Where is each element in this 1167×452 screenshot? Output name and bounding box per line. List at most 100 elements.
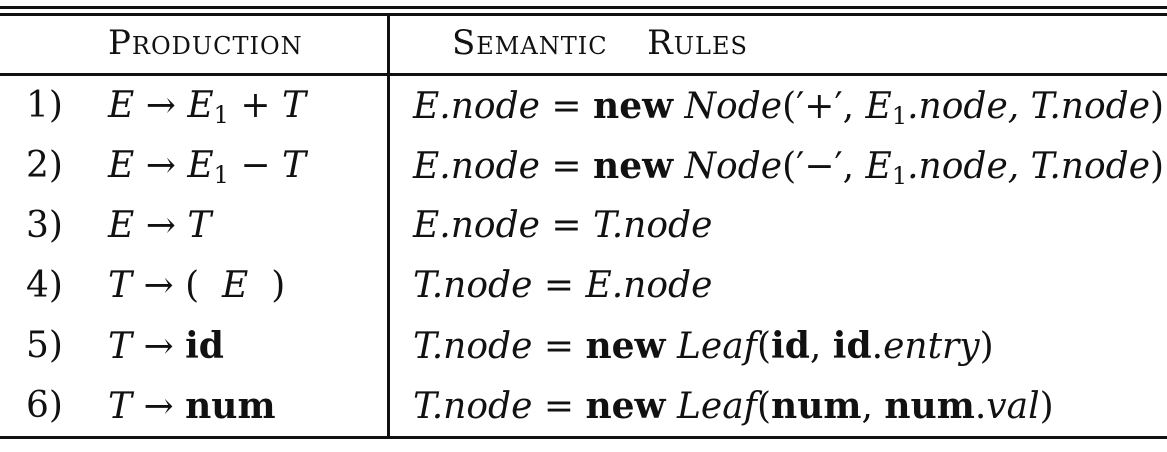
rule-rhs: E.node — [585, 265, 713, 306]
terminal: id — [185, 325, 224, 367]
dot: . — [974, 386, 987, 427]
table-row: 4) T → ( E ) T.node = E.node — [0, 256, 1167, 316]
arrow-symbol: → — [145, 145, 176, 186]
production: T → id — [108, 316, 224, 376]
equals-sign: = — [543, 326, 574, 367]
terminal: num — [884, 385, 975, 427]
column-divider — [387, 14, 390, 438]
subscript: 1 — [213, 161, 229, 189]
keyword-new: new — [585, 325, 666, 367]
header-rule — [0, 73, 1167, 76]
rule-arg-attr: .node, — [907, 86, 1031, 127]
rule-lhs: T.node — [413, 326, 533, 367]
nonterminal: T — [282, 85, 307, 126]
terminal: id — [832, 325, 872, 367]
arrow-symbol: → — [143, 386, 174, 427]
nonterminal: E — [187, 145, 214, 186]
rule-lhs: E.node — [413, 205, 540, 246]
comma: , — [809, 326, 833, 367]
arrow-symbol: → — [143, 265, 174, 306]
keyword-new: new — [593, 145, 674, 187]
production: E → E1 + T — [108, 76, 306, 136]
comma: , — [861, 386, 885, 427]
rule-args-open: (′+′, — [782, 86, 866, 127]
close-paren: ) — [979, 326, 994, 367]
operator: − — [240, 145, 271, 186]
production: T → num — [108, 376, 276, 436]
terminal: num — [185, 385, 276, 427]
semantic-rule: E.node = T.node — [413, 196, 712, 256]
row-number: 5) — [26, 325, 63, 366]
open-paren: ( — [185, 265, 200, 306]
rule-arg: E — [865, 146, 892, 187]
dot: . — [871, 326, 884, 367]
nonterminal: E — [108, 85, 135, 126]
table-row: 6) T → num T.node = new Leaf(num, num.va… — [0, 376, 1167, 436]
rule-rhs: T.node — [593, 205, 713, 246]
constructor-name: Node — [684, 146, 783, 187]
nonterminal: E — [222, 265, 249, 306]
close-paren: ) — [1150, 86, 1165, 127]
nonterminal: T — [108, 386, 133, 427]
rule-arg: T.node — [1030, 146, 1151, 187]
production: E → T — [108, 196, 211, 256]
close-paren: ) — [271, 265, 286, 306]
arrow-symbol: → — [143, 326, 174, 367]
attribute-name: val — [986, 386, 1040, 427]
semantic-rule: E.node = new Node(′−′, E1.node, T.node) — [413, 136, 1164, 196]
nonterminal: E — [108, 145, 135, 186]
production: E → E1 − T — [108, 136, 306, 196]
attribute-name: entry — [883, 326, 980, 367]
close-paren: ) — [1039, 386, 1054, 427]
nonterminal: T — [282, 145, 307, 186]
operator: + — [240, 85, 271, 126]
nonterminal: T — [108, 265, 133, 306]
open-paren: ( — [756, 326, 772, 367]
table-bottom-rule — [0, 436, 1167, 439]
open-paren: ( — [756, 386, 772, 427]
equals-sign: = — [543, 386, 574, 427]
close-paren: ) — [1150, 146, 1165, 187]
row-number: 2) — [26, 145, 63, 186]
row-number: 1) — [26, 85, 63, 126]
equals-sign: = — [551, 205, 582, 246]
constructor-name: Leaf — [676, 386, 757, 427]
nonterminal: E — [108, 205, 135, 246]
equals-sign: = — [543, 265, 574, 306]
table-row: 1) E → E1 + T E.node = new Node(′+′, E1.… — [0, 76, 1167, 136]
terminal: num — [771, 385, 862, 427]
rule-args-open: (′−′, — [782, 146, 866, 187]
row-number: 3) — [26, 205, 63, 246]
rule-lhs: E.node — [413, 86, 540, 127]
subscript: 1 — [891, 162, 908, 190]
nonterminal: T — [187, 205, 212, 246]
nonterminal: E — [187, 85, 214, 126]
row-number: 4) — [26, 265, 63, 306]
rule-lhs: E.node — [413, 146, 540, 187]
keyword-new: new — [593, 85, 674, 127]
equals-sign: = — [551, 86, 582, 127]
keyword-new: new — [585, 385, 666, 427]
constructor-name: Node — [684, 86, 783, 127]
table-row: 2) E → E1 − T E.node = new Node(′−′, E1.… — [0, 136, 1167, 196]
header-semantic-rules: Semantic Rules — [452, 23, 748, 63]
terminal: id — [771, 325, 810, 367]
semantic-rule: T.node = new Leaf(id, id.entry) — [413, 316, 994, 376]
table-row: 3) E → T E.node = T.node — [0, 196, 1167, 256]
rule-lhs: T.node — [413, 265, 533, 306]
header-production: Production — [108, 23, 303, 63]
table-top-rule-inner — [0, 13, 1167, 16]
table-row: 5) T → id T.node = new Leaf(id, id.entry… — [0, 316, 1167, 376]
rule-arg-attr: .node, — [907, 146, 1031, 187]
row-number: 6) — [26, 385, 63, 426]
production: T → ( E ) — [108, 256, 285, 316]
table-top-rule — [0, 6, 1167, 9]
semantic-rule: T.node = E.node — [413, 256, 712, 316]
subscript: 1 — [891, 102, 908, 130]
rule-arg: E — [865, 86, 892, 127]
subscript: 1 — [213, 101, 229, 129]
semantic-rule: E.node = new Node(′+′, E1.node, T.node) — [413, 76, 1164, 136]
semantic-rule: T.node = new Leaf(num, num.val) — [413, 376, 1054, 436]
arrow-symbol: → — [145, 85, 176, 126]
